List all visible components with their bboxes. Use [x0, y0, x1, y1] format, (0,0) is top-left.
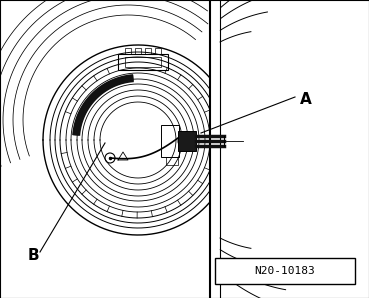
Text: A: A [300, 92, 312, 108]
Text: N20-10183: N20-10183 [255, 266, 315, 276]
Bar [118, 54, 168, 70]
Bar [125, 57, 161, 67]
Bar [161, 125, 179, 157]
Bar [178, 131, 196, 151]
Text: B: B [28, 248, 39, 263]
Bar [166, 157, 178, 165]
Bar [135, 48, 141, 54]
Bar [155, 48, 161, 54]
Bar [145, 48, 151, 54]
Bar [125, 48, 131, 54]
Bar [215, 258, 355, 284]
